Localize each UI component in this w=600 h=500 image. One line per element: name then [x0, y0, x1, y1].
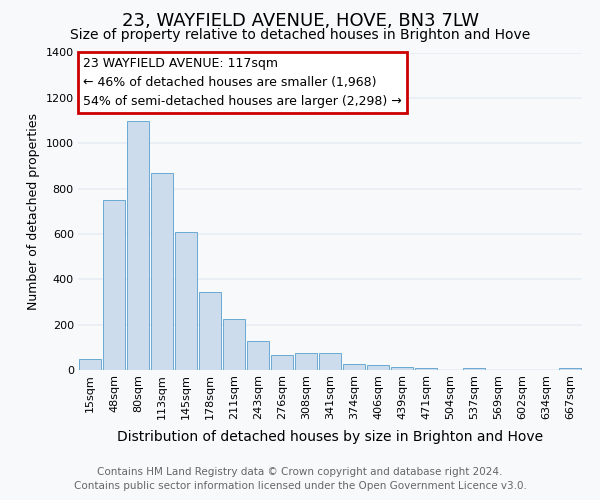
Bar — [415, 368, 437, 370]
Bar — [79, 358, 101, 370]
Bar — [319, 353, 341, 370]
Bar — [391, 366, 413, 370]
Bar — [559, 368, 581, 370]
Y-axis label: Number of detached properties: Number of detached properties — [27, 113, 40, 310]
Bar — [295, 353, 317, 370]
Text: Contains HM Land Registry data © Crown copyright and database right 2024.
Contai: Contains HM Land Registry data © Crown c… — [74, 467, 526, 491]
Bar — [271, 356, 293, 370]
Bar — [151, 172, 173, 370]
Bar — [127, 120, 149, 370]
Bar — [199, 292, 221, 370]
Text: 23, WAYFIELD AVENUE, HOVE, BN3 7LW: 23, WAYFIELD AVENUE, HOVE, BN3 7LW — [121, 12, 479, 30]
X-axis label: Distribution of detached houses by size in Brighton and Hove: Distribution of detached houses by size … — [117, 430, 543, 444]
Bar — [343, 364, 365, 370]
Text: 23 WAYFIELD AVENUE: 117sqm
← 46% of detached houses are smaller (1,968)
54% of s: 23 WAYFIELD AVENUE: 117sqm ← 46% of deta… — [83, 58, 402, 108]
Bar — [103, 200, 125, 370]
Bar — [463, 368, 485, 370]
Bar — [367, 366, 389, 370]
Bar — [223, 319, 245, 370]
Bar — [175, 232, 197, 370]
Text: Size of property relative to detached houses in Brighton and Hove: Size of property relative to detached ho… — [70, 28, 530, 42]
Bar — [247, 340, 269, 370]
